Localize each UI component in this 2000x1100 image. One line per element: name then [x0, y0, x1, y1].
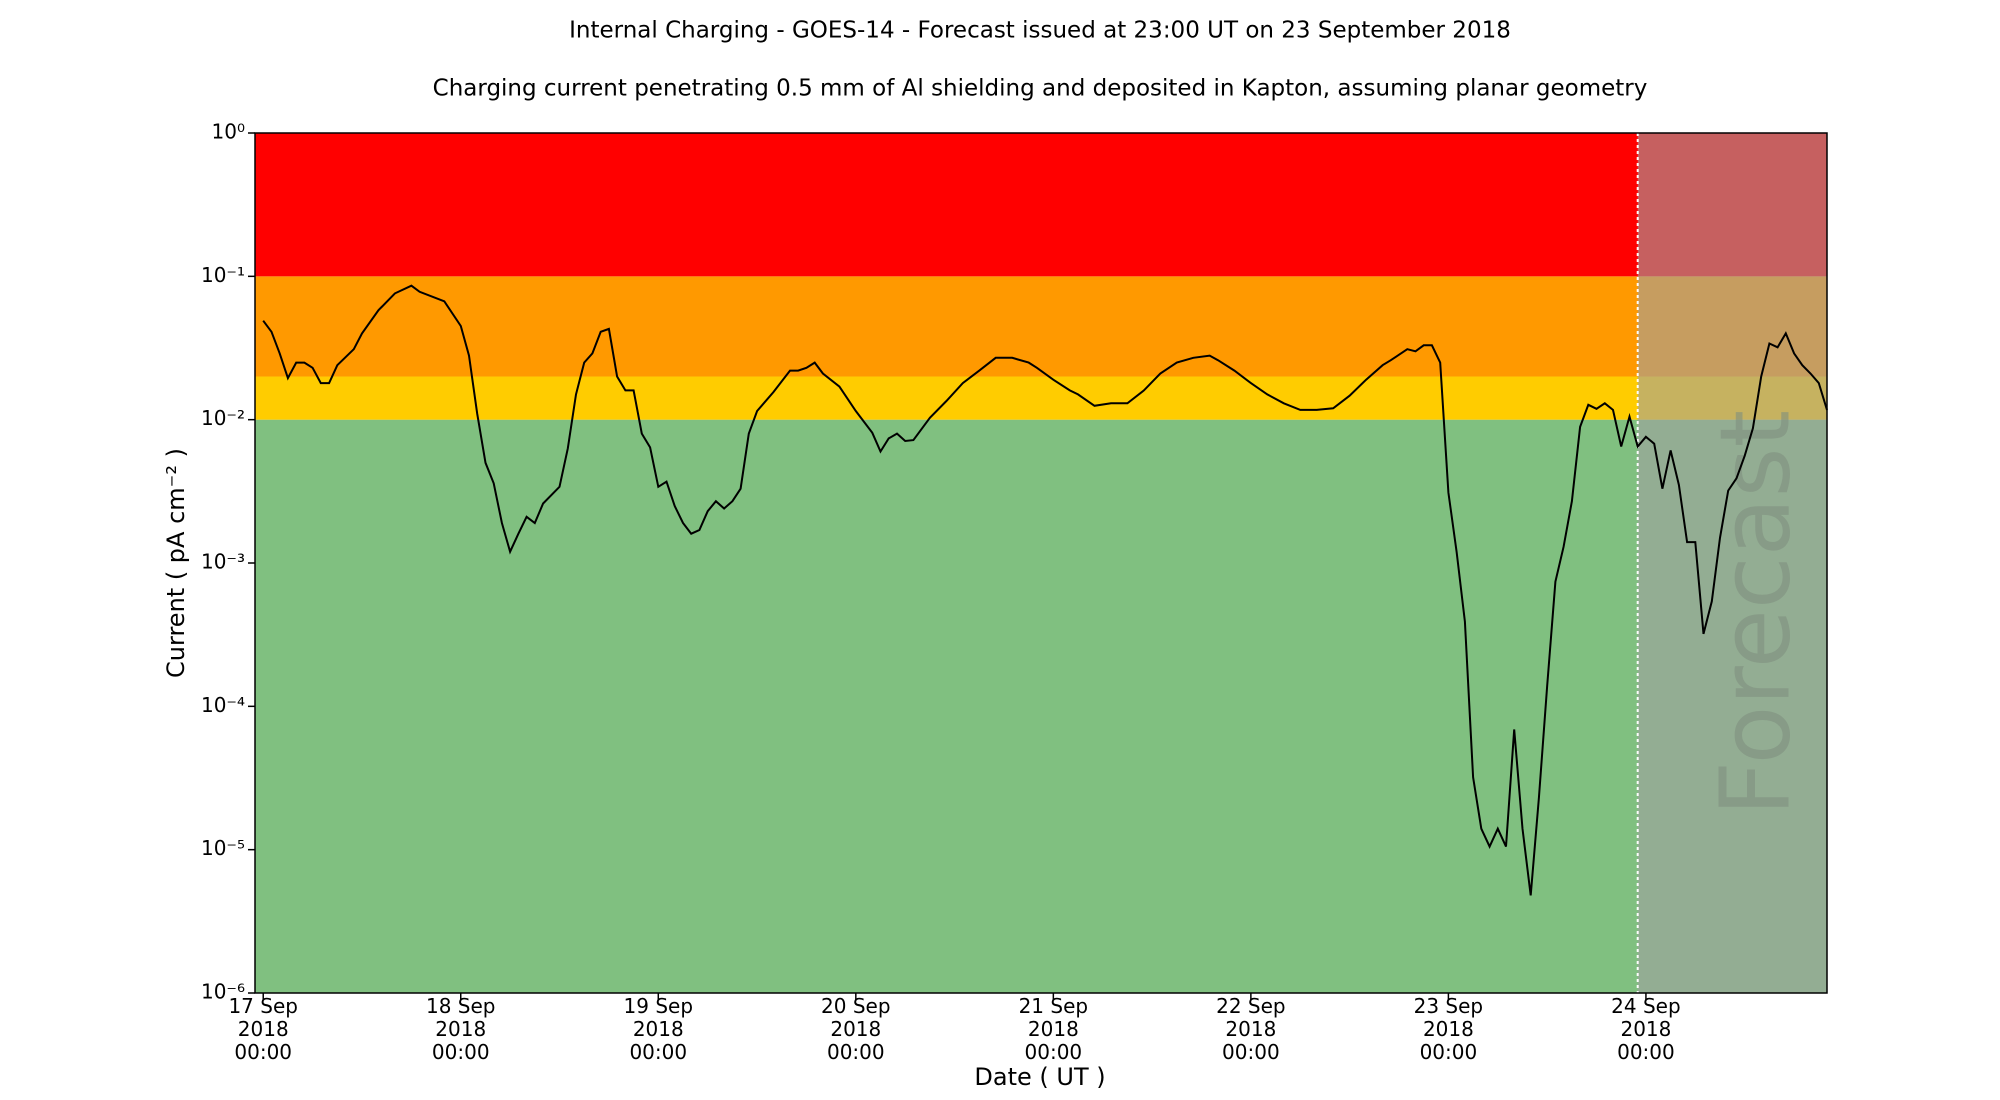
x-axis-label: Date ( UT ) — [974, 1063, 1105, 1091]
data-line — [262, 284, 1828, 896]
x-tick-label: 20 Sep 2018 00:00 — [821, 994, 891, 1064]
y-tick-label: 10⁻³ — [201, 550, 245, 574]
threshold-band — [255, 419, 1827, 994]
threshold-band — [255, 133, 1827, 277]
y-tick-label: 10⁰ — [212, 120, 245, 144]
x-tick-label: 21 Sep 2018 00:00 — [1018, 994, 1089, 1064]
x-tick-label: 19 Sep 2018 00:00 — [623, 994, 694, 1064]
x-tick-label: 23 Sep 2018 00:00 — [1413, 994, 1484, 1064]
y-tick-label: 10⁻⁶ — [201, 980, 245, 1004]
x-tick-label: 18 Sep 2018 00:00 — [425, 994, 496, 1064]
threshold-band — [255, 376, 1827, 420]
forecast-label: Forecast — [1700, 410, 1812, 816]
chart-title: Internal Charging - GOES-14 - Forecast i… — [569, 18, 1511, 44]
y-tick-label: 10⁻¹ — [201, 263, 245, 287]
y-tick-label: 10⁻⁴ — [201, 693, 245, 717]
y-tick-label: 10⁻² — [201, 406, 245, 430]
y-tick-label: 10⁻⁵ — [201, 836, 245, 860]
x-tick-label: 22 Sep 2018 00:00 — [1216, 994, 1286, 1064]
forecast-region — [1637, 133, 1827, 993]
threshold-band — [255, 276, 1827, 377]
x-tick-label: 24 Sep 2018 00:00 — [1611, 994, 1681, 1064]
y-axis-label: Current ( pA cm⁻² ) — [162, 448, 190, 678]
x-tick-label: 17 Sep 2018 00:00 — [228, 994, 298, 1064]
chart-subtitle: Charging current penetrating 0.5 mm of A… — [433, 76, 1648, 102]
